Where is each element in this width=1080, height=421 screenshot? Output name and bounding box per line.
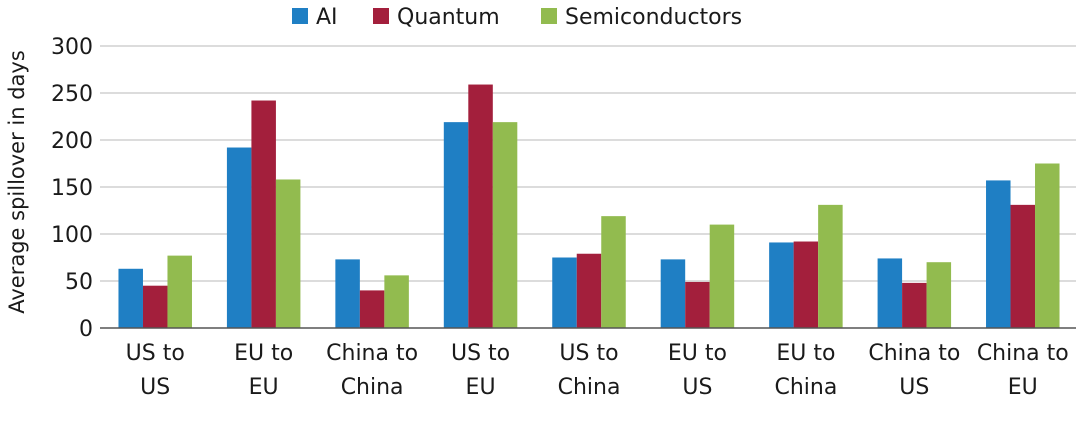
y-tick-label: 250	[51, 82, 93, 107]
y-axis-ticks: 0 50 100 150 200 250 300	[51, 35, 93, 342]
legend-label: Semiconductors	[565, 5, 742, 30]
legend-item-quantum: Quantum	[373, 5, 500, 30]
bar-semiconductors	[384, 275, 409, 328]
legend-label: AI	[316, 5, 338, 30]
bar-ai	[660, 259, 686, 328]
bar-semiconductors	[818, 204, 843, 328]
legend-swatch	[541, 8, 557, 24]
bar-ai	[877, 258, 903, 328]
legend-item-ai: AI	[292, 5, 338, 30]
bar-group	[335, 259, 409, 328]
bar-quantum	[142, 285, 168, 328]
bar-ai	[118, 268, 143, 328]
x-tick-label: EU to US	[668, 341, 727, 400]
legend-item-semiconductors: Semiconductors	[541, 5, 742, 30]
bar-quantum	[793, 241, 819, 328]
bar-ai	[226, 147, 252, 328]
bar-ai	[986, 180, 1011, 328]
y-tick-label: 100	[51, 223, 93, 248]
x-tick-label: China to China	[326, 341, 418, 400]
bar-quantum	[251, 100, 276, 329]
bar-quantum	[576, 253, 602, 328]
x-tick-label: US to US	[126, 341, 185, 400]
bar-semiconductors	[926, 262, 952, 328]
legend-label: Quantum	[397, 5, 500, 30]
bar-semiconductors	[275, 179, 301, 328]
bar-semiconductors	[601, 216, 626, 328]
bar-quantum	[1010, 204, 1036, 328]
bar-ai	[552, 257, 577, 328]
bar-ai	[335, 259, 360, 328]
bar-semiconductors	[709, 224, 735, 328]
y-tick-label: 150	[51, 176, 93, 201]
x-tick-label: US to EU	[451, 341, 510, 400]
y-tick-label: 300	[51, 35, 93, 60]
x-tick-label: EU to EU	[234, 341, 293, 400]
x-tick-label: EU to China	[774, 341, 837, 400]
bar-ai	[443, 122, 469, 328]
legend-swatch	[292, 8, 308, 24]
bar-group	[443, 84, 518, 328]
bars	[118, 84, 1060, 329]
bar-quantum	[359, 290, 385, 328]
bar-group	[986, 163, 1060, 328]
bar-quantum	[685, 281, 710, 328]
bar-quantum	[468, 84, 493, 328]
x-tick-label: China to US	[868, 341, 960, 400]
bar-quantum	[902, 282, 927, 328]
legend: AI Quantum Semiconductors	[292, 5, 742, 30]
bar-ai	[769, 242, 794, 328]
bar-group	[226, 100, 301, 329]
y-axis-title: Average spillover in days	[5, 50, 29, 314]
y-tick-label: 50	[65, 270, 93, 295]
x-axis-labels: US to US EU to EU China to China US to EU US to C…	[126, 341, 1069, 400]
bar-group	[877, 258, 952, 328]
bar-group	[769, 204, 843, 328]
x-tick-label: China to EU	[977, 341, 1069, 400]
bar-semiconductors	[167, 255, 192, 328]
bar-semiconductors	[1035, 163, 1060, 328]
bar-group	[552, 216, 626, 328]
legend-swatch	[373, 8, 389, 24]
y-tick-label: 0	[79, 317, 93, 342]
bar-semiconductors	[492, 122, 518, 328]
bar-group	[660, 224, 735, 328]
x-tick-label: US to China	[558, 341, 621, 400]
y-tick-label: 200	[51, 129, 93, 154]
bar-group	[118, 255, 192, 328]
